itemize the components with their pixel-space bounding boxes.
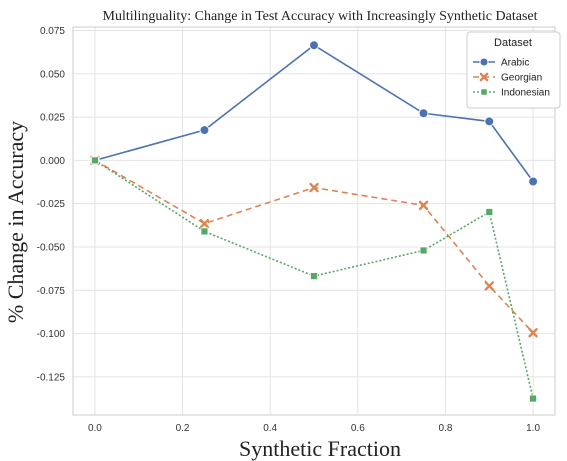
data-point	[529, 394, 537, 403]
y-tick-label: 0.025	[40, 113, 65, 124]
legend-items: Arabic Georgian Indonesian	[473, 57, 550, 99]
legend: Dataset Arabic Georgian Indonesian	[466, 31, 561, 109]
chart-title: Multilinguality: Change in Test Accuracy…	[103, 9, 538, 24]
data-point	[528, 176, 539, 187]
data-point	[484, 116, 495, 127]
legend-marker	[479, 72, 489, 82]
x-tick-label: 0.2	[176, 423, 190, 434]
x-tick-label: 0.0	[88, 423, 102, 434]
y-tick-label: 0.050	[40, 69, 65, 80]
data-point	[418, 108, 429, 119]
y-tick-label: -0.075	[37, 286, 66, 297]
data-point	[310, 272, 318, 280]
data-point	[419, 246, 428, 255]
series-georgian	[90, 155, 538, 338]
x-tick-label: 0.8	[439, 423, 453, 434]
data-point	[528, 328, 538, 338]
series-line	[94, 159, 534, 399]
x-tick-label: 0.6	[351, 423, 365, 434]
data-point	[485, 208, 494, 216]
y-tick-label: -0.050	[37, 242, 66, 253]
y-tick-label: 0.075	[40, 26, 65, 37]
y-tick-label: -0.025	[37, 199, 66, 210]
x-axis-label: Synthetic Fraction	[239, 436, 401, 461]
legend-label: Indonesian	[501, 88, 550, 99]
y-tick-label: -0.100	[37, 329, 66, 340]
legend-marker	[479, 57, 489, 67]
legend-item-indonesian: Indonesian	[473, 88, 550, 99]
series-layer	[89, 40, 539, 403]
x-tick-label: 0.4	[263, 423, 277, 434]
legend-title: Dataset	[494, 37, 532, 49]
data-point	[199, 125, 210, 136]
series-line	[94, 159, 534, 334]
plot-frame	[72, 26, 556, 416]
y-axis-ticks: 0.075 0.050 0.025 0.000 -0.025 -0.050 -0.075 -0…	[37, 26, 66, 383]
legend-label: Arabic	[501, 58, 529, 69]
y-tick-label: -0.125	[37, 372, 66, 383]
data-point	[309, 182, 319, 193]
data-point	[200, 227, 209, 236]
data-point	[309, 40, 319, 51]
x-tick-label: 1.0	[526, 423, 540, 434]
data-point	[418, 200, 429, 211]
legend-label: Georgian	[501, 73, 542, 84]
y-tick-label: 0.000	[40, 156, 65, 167]
series-line	[94, 44, 534, 182]
y-axis-label: % Change in Accuracy	[3, 121, 28, 323]
legend-item-georgian: Georgian	[473, 73, 542, 84]
data-point	[484, 281, 494, 291]
legend-marker	[480, 88, 488, 96]
x-axis-ticks: 0.0 0.2 0.4 0.6 0.8 1.0	[88, 423, 541, 434]
legend-item-arabic: Arabic	[473, 57, 529, 69]
data-point	[199, 218, 210, 229]
legend-box	[466, 31, 561, 109]
data-point	[91, 156, 99, 165]
series-indonesian	[91, 156, 537, 403]
